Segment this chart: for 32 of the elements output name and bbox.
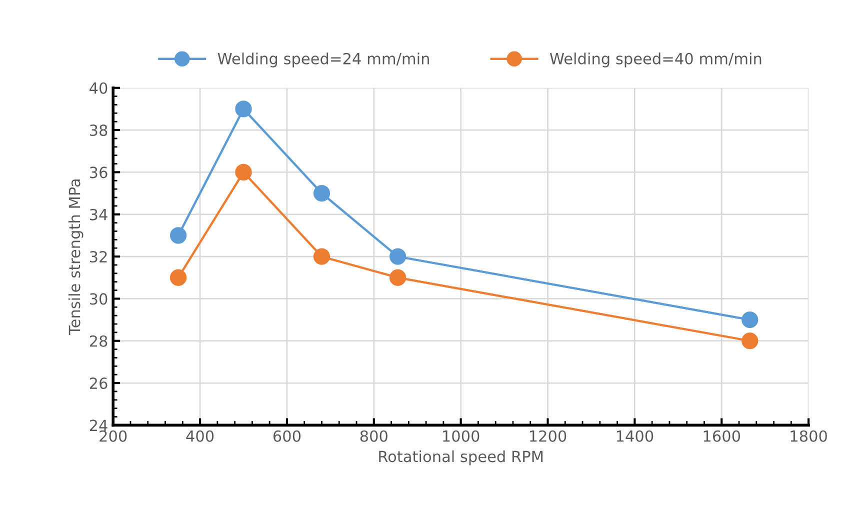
x-tick-label: 200 (100, 430, 127, 442)
x-tick-label: 400 (186, 430, 214, 442)
y-tick-label: 30 (90, 293, 108, 305)
point (235, 164, 252, 181)
point (313, 248, 330, 265)
y-tick-label: 24 (90, 420, 108, 432)
point (170, 227, 187, 244)
legend-label: Welding speed=24 mm/min (218, 52, 429, 68)
point (389, 269, 406, 286)
x-axis-title: Rotational speed RPM (379, 450, 543, 466)
x-tick-label: 800 (360, 430, 388, 442)
x-tick-label: 1600 (704, 430, 740, 442)
x-tick-label: 1200 (530, 430, 566, 442)
x-tick-label: 600 (273, 430, 301, 442)
x-tick-label: 1400 (616, 430, 654, 442)
y-tick-label: 28 (90, 335, 108, 347)
y-tick-label: 40 (90, 82, 108, 94)
point (742, 311, 758, 328)
point (389, 248, 406, 265)
y-axis-title: Tensile strength MPa (68, 180, 84, 335)
y-tick-label: 26 (90, 378, 108, 390)
y-tick-label: 36 (90, 166, 108, 178)
x-tick-label: 1000 (443, 430, 480, 442)
point (235, 100, 252, 118)
point (170, 269, 187, 286)
legend-label: Welding speed=40 mm/min (550, 52, 762, 68)
x-tick-label: 1800 (790, 430, 827, 442)
point (742, 332, 758, 350)
y-tick-label: 32 (90, 250, 107, 263)
y-tick-label: 34 (90, 208, 108, 220)
y-tick-label: 38 (90, 124, 108, 136)
point (313, 184, 330, 202)
